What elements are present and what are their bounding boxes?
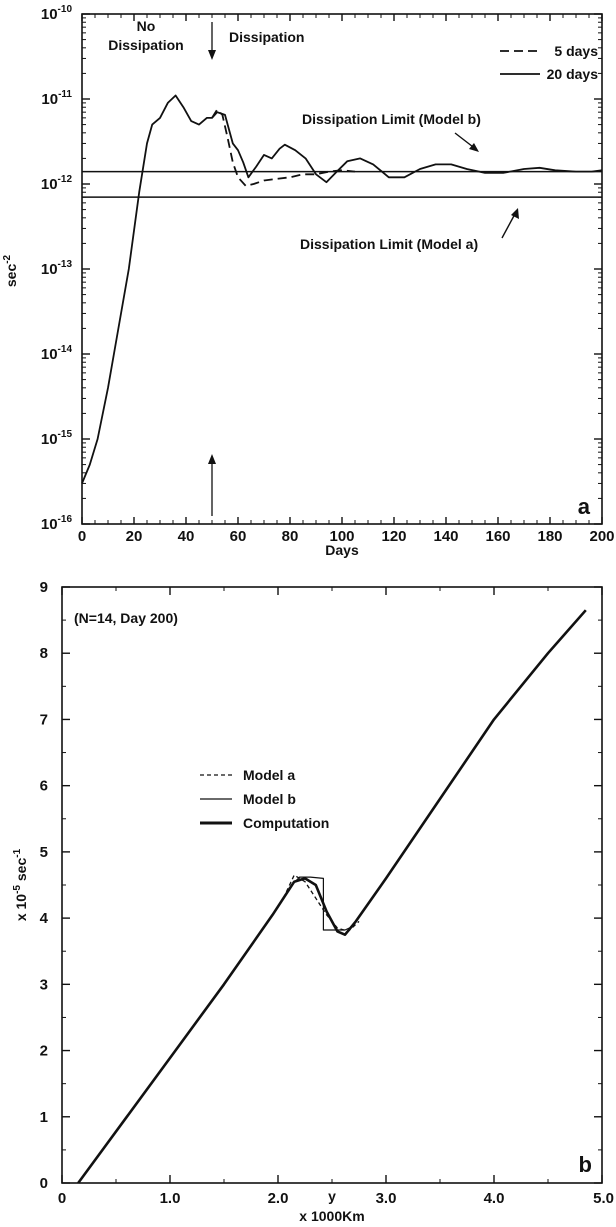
panel-a-series [81, 94, 603, 484]
a-x-tick-label: 80 [282, 528, 299, 545]
b-y-tick-label: 9 [40, 579, 48, 596]
a-x-tick-label: 160 [485, 528, 510, 545]
b-x-tick-label: 0 [58, 1190, 66, 1207]
panel-a-plot-frame [81, 13, 603, 525]
annot-dissipation: Dissipation [229, 29, 304, 45]
b-y-tick-label: 4 [40, 910, 49, 927]
b-x-tick-label: 1.0 [160, 1190, 181, 1207]
panel-a-y-axis-title: sec-2 [2, 254, 19, 287]
panel-a-x-tick-labels: 0 20 40 60 80 100 120 140 160 180 200 [78, 528, 615, 545]
panel-b-x-axis-title: y [328, 1188, 336, 1204]
onset-arrow-bottom-head [208, 454, 216, 464]
panel-a-dissipation-limits [82, 170, 602, 198]
label-dissipation-limit-b: Dissipation Limit (Model b) [302, 111, 481, 127]
a-y-tick-label: 10-13 [41, 259, 73, 278]
b-y-tick-label: 7 [40, 711, 48, 728]
a-x-tick-label: 180 [537, 528, 562, 545]
b-x-tick-label: 4.0 [484, 1190, 505, 1207]
panel-b-linear-chart: 0 1 2 3 4 5 6 7 8 9 0 1.0 2.0 3.0 4.0 5.0 (N=14, Day 2… [12, 579, 614, 1224]
a-y-tick-label: 10-11 [41, 89, 72, 108]
b-y-tick-label: 2 [40, 1043, 48, 1060]
a-x-tick-label: 200 [589, 528, 614, 545]
panel-b-letter: b [579, 1152, 592, 1177]
legend-label-20-days: 20 days [547, 66, 599, 82]
panel-b-ticks [61, 586, 603, 1184]
series-line-model-b [288, 876, 354, 931]
a-y-tick-label: 10-15 [41, 429, 73, 448]
panel-a-x-axis-title: Days [325, 542, 359, 558]
panel-b-legend: Model a Model b Computation [200, 767, 329, 831]
legend-label-computation: Computation [243, 815, 329, 831]
panel-a-ticks [81, 13, 603, 525]
panel-b-y-tick-labels: 0 1 2 3 4 5 6 7 8 9 [40, 579, 49, 1192]
b-y-tick-label: 6 [40, 778, 48, 795]
a-x-tick-label: 0 [78, 528, 86, 545]
panel-b-x-axis-unit: x 1000Km [299, 1208, 364, 1224]
a-x-tick-label: 140 [433, 528, 458, 545]
a-x-tick-label: 40 [178, 528, 195, 545]
arrow-limit-a-head [511, 208, 519, 219]
panel-a-y-tick-labels: 10-16 10-15 10-14 10-13 10-12 10-11 10-10 [41, 4, 73, 533]
b-y-tick-label: 8 [40, 645, 48, 662]
panel-a-legend: 5 days 20 days [500, 43, 598, 82]
b-x-tick-label: 5.0 [593, 1190, 614, 1207]
panel-b-title: (N=14, Day 200) [74, 610, 178, 626]
a-x-tick-label: 20 [126, 528, 143, 545]
panel-b-y-axis-title: x 10-5 sec-1 [12, 848, 29, 921]
a-y-tick-label: 10-14 [41, 344, 73, 363]
legend-label-model-b: Model b [243, 791, 296, 807]
b-y-tick-label: 5 [40, 844, 48, 861]
b-y-tick-label: 3 [40, 976, 48, 993]
legend-label-5-days: 5 days [554, 43, 598, 59]
annot-no-dissipation-line1: No [137, 18, 156, 34]
b-y-tick-label: 0 [40, 1175, 48, 1192]
a-y-tick-label: 10-16 [41, 514, 73, 533]
panel-a-log-chart: 10-16 10-15 10-14 10-13 10-12 10-11 10-10 0 20 4… [2, 4, 615, 558]
panel-b-series [77, 609, 587, 1184]
arrow-limit-b-head [469, 143, 479, 152]
label-dissipation-limit-a: Dissipation Limit (Model a) [300, 236, 478, 252]
series-line-5-days [211, 108, 356, 187]
b-y-tick-label: 1 [40, 1109, 48, 1126]
b-x-tick-label: 2.0 [268, 1190, 289, 1207]
series-line-computation [77, 609, 587, 1184]
annot-no-dissipation-line2: Dissipation [108, 37, 183, 53]
legend-label-model-a: Model a [243, 767, 295, 783]
series-line-model-a [282, 874, 360, 933]
onset-arrow-top-head [208, 50, 216, 60]
a-x-tick-label: 120 [381, 528, 406, 545]
a-y-tick-label: 10-10 [41, 4, 73, 23]
a-x-tick-label: 100 [329, 528, 354, 545]
dissipation-onset-arrows [208, 22, 216, 516]
a-x-tick-label: 60 [230, 528, 247, 545]
a-y-tick-label: 10-12 [41, 174, 73, 193]
b-x-tick-label: 3.0 [376, 1190, 397, 1207]
panel-b-x-tick-labels: 0 1.0 2.0 3.0 4.0 5.0 [58, 1190, 614, 1207]
series-line-20-days [81, 94, 603, 484]
panel-a-letter: a [578, 494, 591, 519]
